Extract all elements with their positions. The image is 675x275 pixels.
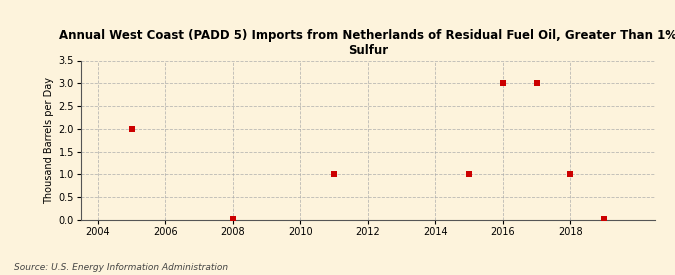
Point	[531, 81, 542, 86]
Point	[497, 81, 508, 86]
Point	[126, 127, 137, 131]
Point	[227, 217, 238, 221]
Text: Source: U.S. Energy Information Administration: Source: U.S. Energy Information Administ…	[14, 263, 227, 272]
Point	[565, 172, 576, 177]
Point	[329, 172, 340, 177]
Y-axis label: Thousand Barrels per Day: Thousand Barrels per Day	[45, 77, 55, 204]
Point	[464, 172, 475, 177]
Point	[599, 217, 610, 221]
Title: Annual West Coast (PADD 5) Imports from Netherlands of Residual Fuel Oil, Greate: Annual West Coast (PADD 5) Imports from …	[59, 29, 675, 57]
